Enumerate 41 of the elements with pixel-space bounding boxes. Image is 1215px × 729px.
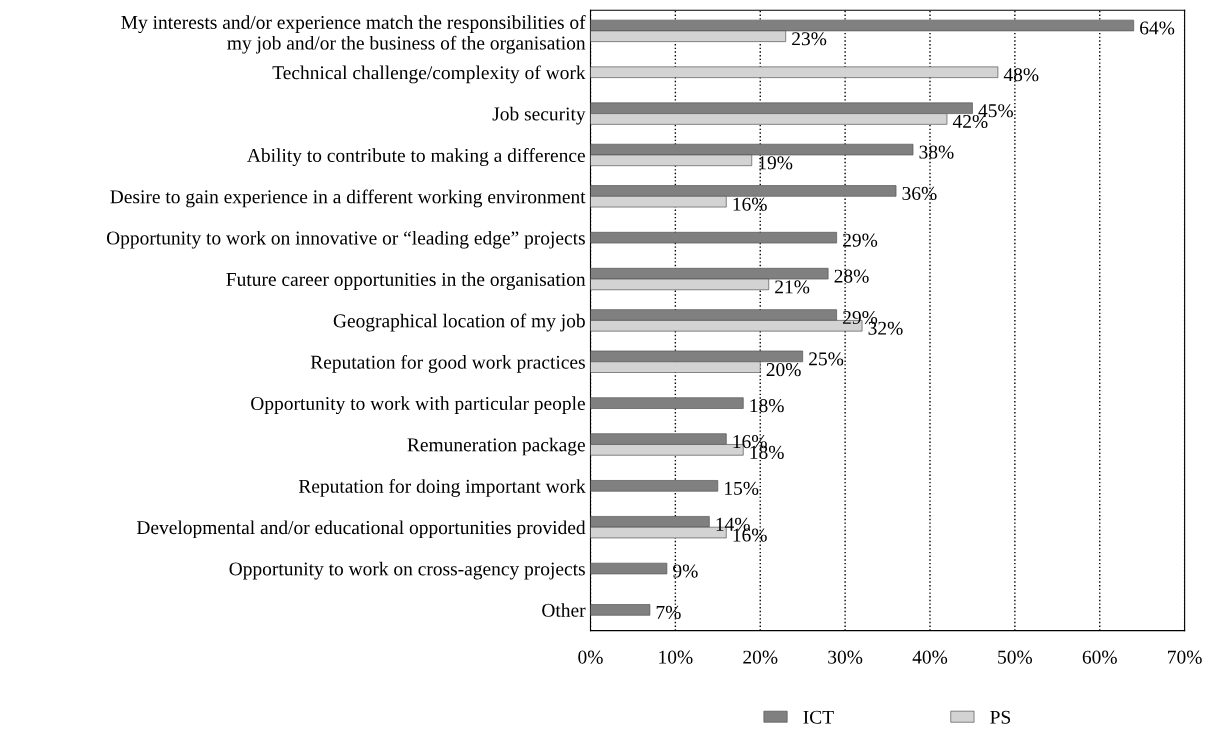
y-tick-label: Reputation for good work practices: [310, 354, 585, 373]
data-label: 25%: [809, 352, 844, 366]
y-tick-label: Geographical location of my job: [333, 313, 585, 332]
data-label: 64%: [1140, 21, 1175, 35]
data-label: 16%: [733, 197, 767, 211]
data-label: 36%: [902, 186, 937, 201]
data-label: 15%: [725, 481, 759, 495]
data-label: 19%: [759, 156, 793, 170]
y-tick-label: Other: [542, 603, 586, 617]
y-tick-label: Ability to contribute to making a difference: [247, 148, 585, 166]
legend-label: PS: [990, 710, 1011, 724]
data-label: 29%: [843, 233, 878, 247]
y-tick-label: My interests and/or experience match the responsibilities of my job and/or the business of the organisation: [121, 15, 586, 54]
data-label: 28%: [834, 269, 869, 283]
y-tick-label: Remuneration package: [407, 437, 585, 456]
y-tick-label: Reputation for doing important work: [298, 478, 586, 497]
data-label: 38%: [919, 145, 954, 159]
data-label: 23%: [792, 32, 827, 46]
data-label: 20%: [766, 363, 801, 377]
x-tick-label: 0%: [578, 650, 603, 664]
y-tick-label: Opportunity to work with particular people: [251, 396, 585, 415]
y-tick-label: Opportunity to work on innovative or “leading edge” projects: [106, 230, 585, 249]
data-label: 9%: [673, 564, 698, 578]
data-label: 48%: [1003, 68, 1039, 82]
y-tick-label: Technical challenge/complexity of work: [272, 65, 586, 84]
y-tick-label: Desire to gain experience in a different working environment: [110, 189, 586, 208]
x-tick-label: 60%: [1082, 650, 1117, 664]
y-tick-label: Future career opportunities in the organisation: [226, 272, 586, 290]
x-tick-label: 50%: [998, 650, 1033, 664]
y-tick-label: Opportunity to work on cross-agency projects: [229, 561, 585, 580]
x-tick-label: 70%: [1168, 650, 1202, 664]
y-tick-label: Job security: [492, 106, 586, 125]
x-tick-label: 30%: [828, 650, 863, 664]
y-tick-label: Developmental and/or educational opportunities provided: [136, 520, 586, 539]
data-label: 18%: [750, 399, 784, 413]
data-label: 21%: [775, 280, 810, 294]
x-tick-label: 40%: [912, 650, 948, 664]
x-tick-label: 20%: [743, 650, 778, 664]
data-label: 7%: [656, 605, 681, 619]
legend-label: ICT: [803, 710, 834, 724]
x-tick-label: 10%: [659, 650, 693, 664]
